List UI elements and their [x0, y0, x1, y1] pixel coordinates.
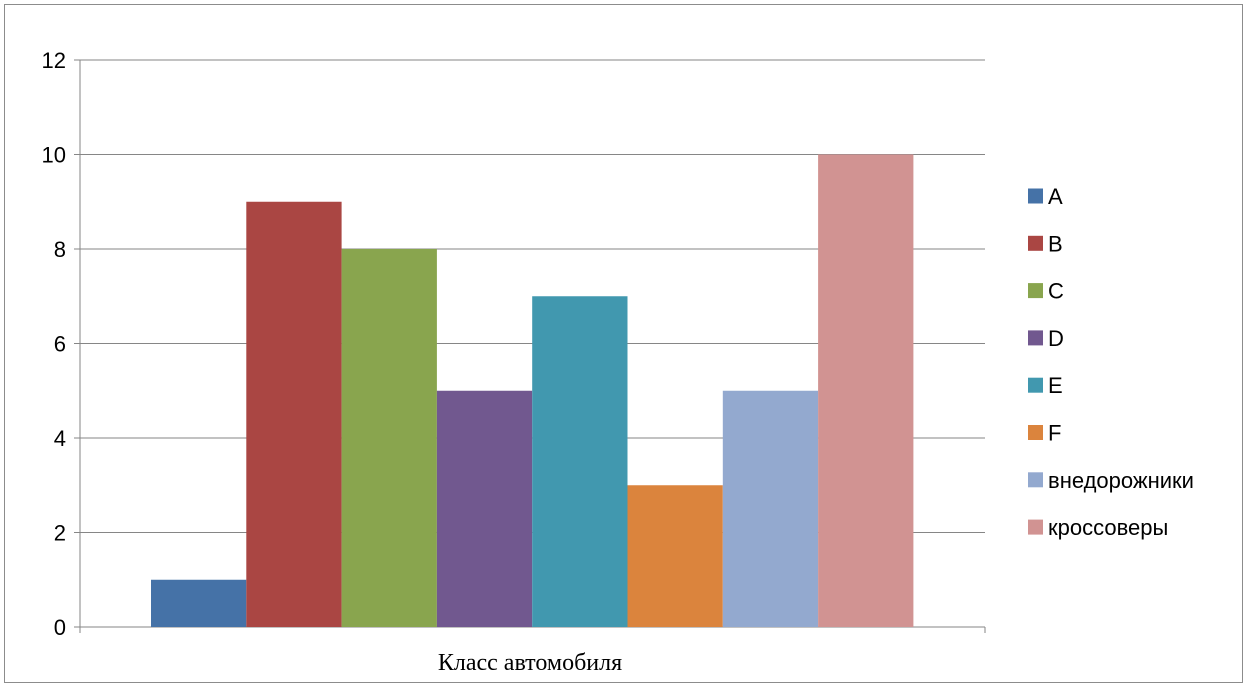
y-tick-label: 12 — [42, 48, 66, 73]
bar-F — [627, 485, 723, 627]
y-tick-label: 4 — [54, 426, 66, 451]
bar-кроссоверы — [818, 154, 914, 627]
legend-swatch-C — [1028, 283, 1043, 299]
legend-swatch-A — [1028, 188, 1043, 204]
y-tick-label: 10 — [42, 143, 66, 168]
legend-swatch-F — [1028, 425, 1043, 440]
x-axis-label: Класс автомобиля — [438, 650, 622, 676]
legend-label-D: D — [1048, 326, 1064, 351]
legend-label-C: C — [1048, 279, 1064, 304]
legend-swatch-внедорожники — [1028, 472, 1043, 488]
legend-label-A: A — [1048, 184, 1063, 209]
y-tick-label: 2 — [54, 521, 66, 546]
legend-label-F: F — [1048, 421, 1061, 446]
legend-swatch-кроссоверы — [1028, 519, 1043, 535]
y-tick-labels: 0 2 4 6 8 10 12 — [42, 48, 66, 640]
bar-A — [151, 579, 247, 627]
legend-label-кроссоверы: кроссоверы — [1048, 515, 1168, 540]
bar-внедорожники — [722, 390, 819, 627]
bar-C — [341, 249, 437, 627]
bars — [151, 154, 914, 627]
y-tick-label: 6 — [54, 332, 66, 357]
legend-label-B: B — [1048, 231, 1063, 256]
legend-swatch-D — [1028, 330, 1043, 346]
y-tick-label: 8 — [54, 237, 66, 262]
bar-E — [532, 296, 628, 627]
legend-swatch-E — [1028, 377, 1043, 393]
bar-B — [246, 201, 342, 627]
y-tick-label: 0 — [54, 615, 66, 640]
bar-D — [436, 390, 533, 627]
legend-swatch-B — [1028, 235, 1043, 251]
legend-label-E: E — [1048, 373, 1063, 398]
legend-label-внедорожники: внедорожники — [1048, 468, 1194, 493]
